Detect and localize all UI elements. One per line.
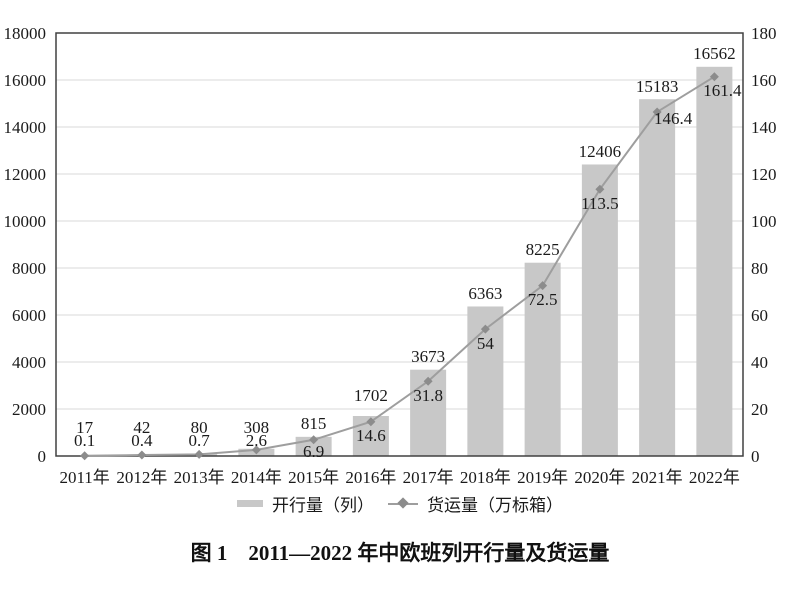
x-axis-label-2013年: 2013年 <box>173 467 225 487</box>
line-value-label-2022年: 161.4 <box>703 81 742 101</box>
bar-value-label-2019年: 8225 <box>525 240 560 260</box>
bar-value-label-2011年: 17 <box>76 417 94 437</box>
x-axis-label-2018年: 2018年 <box>459 467 511 487</box>
y-axis-left-tick-6000: 6000 <box>12 305 46 325</box>
x-axis-label-2019年: 2019年 <box>517 467 569 487</box>
line-value-label-2016年: 14.6 <box>356 426 386 446</box>
bar-swatch-icon <box>237 499 263 507</box>
y-axis-right-tick-180: 180 <box>751 23 777 43</box>
line-value-label-2014年: 2.6 <box>245 430 267 450</box>
x-axis-label-2021年: 2021年 <box>631 467 683 487</box>
line-marker-2018年 <box>480 324 490 334</box>
plot-border <box>55 32 744 457</box>
line-value-label-2018年: 54 <box>476 333 494 353</box>
line-value-label-2017年: 31.8 <box>413 385 443 405</box>
y-axis-left-tick-16000: 16000 <box>3 70 47 90</box>
line-marker-2020年 <box>595 184 605 194</box>
bar-value-label-2018年: 6363 <box>468 283 503 303</box>
x-axis-label-2015年: 2015年 <box>288 467 340 487</box>
bar-value-label-2022年: 16562 <box>693 44 736 64</box>
line-marker-2015年 <box>309 435 319 445</box>
y-axis-right-tick-60: 60 <box>751 305 768 325</box>
line-marker-2022年 <box>709 72 719 82</box>
x-axis-label-2022年: 2022年 <box>688 467 740 487</box>
x-axis-label-2012年: 2012年 <box>116 467 168 487</box>
y-axis-left-tick-12000: 12000 <box>3 164 47 184</box>
bar-value-label-2013年: 80 <box>190 417 208 437</box>
y-axis-left-tick-14000: 14000 <box>3 117 47 137</box>
y-axis-right-tick-80: 80 <box>751 258 768 278</box>
y-axis-right-tick-120: 120 <box>751 164 777 184</box>
line-value-label-2019年: 72.5 <box>527 290 558 310</box>
x-axis-label-2020年: 2020年 <box>574 467 626 487</box>
y-axis-right-tick-100: 100 <box>751 211 777 231</box>
freight-line <box>84 75 715 457</box>
y-axis-left-tick-2000: 2000 <box>12 399 46 419</box>
legend-bar-label: 开行量（列） <box>272 495 374 515</box>
line-value-label-2012年: 0.4 <box>131 430 153 450</box>
legend-item-bar: 开行量（列） <box>237 491 374 516</box>
y-axis-left-tick-0: 0 <box>37 446 47 466</box>
y-axis-left-tick-4000: 4000 <box>12 352 46 372</box>
line-marker-2012年 <box>137 450 147 460</box>
legend-line-label: 货运量（万标箱） <box>427 495 563 515</box>
line-marker-2016年 <box>366 417 376 427</box>
y-axis-left-tick-18000: 18000 <box>3 23 47 43</box>
x-axis-label-2014年: 2014年 <box>230 467 282 487</box>
line-marker-2011年 <box>80 451 90 461</box>
bar-2020年 <box>581 164 618 457</box>
line-marker-2014年 <box>251 445 261 455</box>
bar-2021年 <box>639 99 676 457</box>
y-axis-right-tick-0: 0 <box>751 446 760 466</box>
x-axis-label-2017年: 2017年 <box>402 467 454 487</box>
figure-caption: 图 1 2011—2022 年中欧班列开行量及货运量 <box>190 541 610 565</box>
line-value-label-2011年: 0.1 <box>74 430 96 450</box>
line-value-label-2015年: 6.9 <box>303 442 325 462</box>
bar-value-label-2021年: 15183 <box>635 76 679 96</box>
bar-value-label-2014年: 308 <box>243 417 270 437</box>
line-value-label-2013年: 0.7 <box>188 430 210 450</box>
y-axis-left-tick-10000: 10000 <box>3 211 47 231</box>
line-marker-swatch-icon <box>388 496 418 509</box>
bar-value-label-2017年: 3673 <box>411 347 446 367</box>
y-axis-left-tick-8000: 8000 <box>12 258 46 278</box>
line-marker-2019年 <box>538 281 548 291</box>
legend-item-line: 货运量（万标箱） <box>388 491 563 516</box>
bar-value-label-2020年: 12406 <box>578 141 622 161</box>
chart-legend: 开行量（列） 货运量（万标箱） <box>0 491 800 516</box>
bar-value-label-2012年: 42 <box>133 417 151 437</box>
line-marker-2013年 <box>194 449 204 459</box>
y-axis-right-tick-160: 160 <box>751 70 777 90</box>
line-marker-2021年 <box>652 107 662 117</box>
x-axis-label-2016年: 2016年 <box>345 467 397 487</box>
diamond-marker-icon <box>397 496 409 509</box>
y-axis-right-tick-140: 140 <box>751 117 777 137</box>
y-axis-right-tick-20: 20 <box>751 399 768 419</box>
line-value-label-2021年: 146.4 <box>654 109 693 129</box>
x-axis-label-2011年: 2011年 <box>59 467 110 487</box>
bar-value-label-2016年: 1702 <box>353 385 388 405</box>
line-marker-2017年 <box>423 376 433 386</box>
line-value-label-2020年: 113.5 <box>581 193 619 213</box>
bar-value-label-2015年: 815 <box>300 414 327 434</box>
bar-2022年 <box>696 66 733 456</box>
y-axis-right-tick-40: 40 <box>751 352 768 372</box>
